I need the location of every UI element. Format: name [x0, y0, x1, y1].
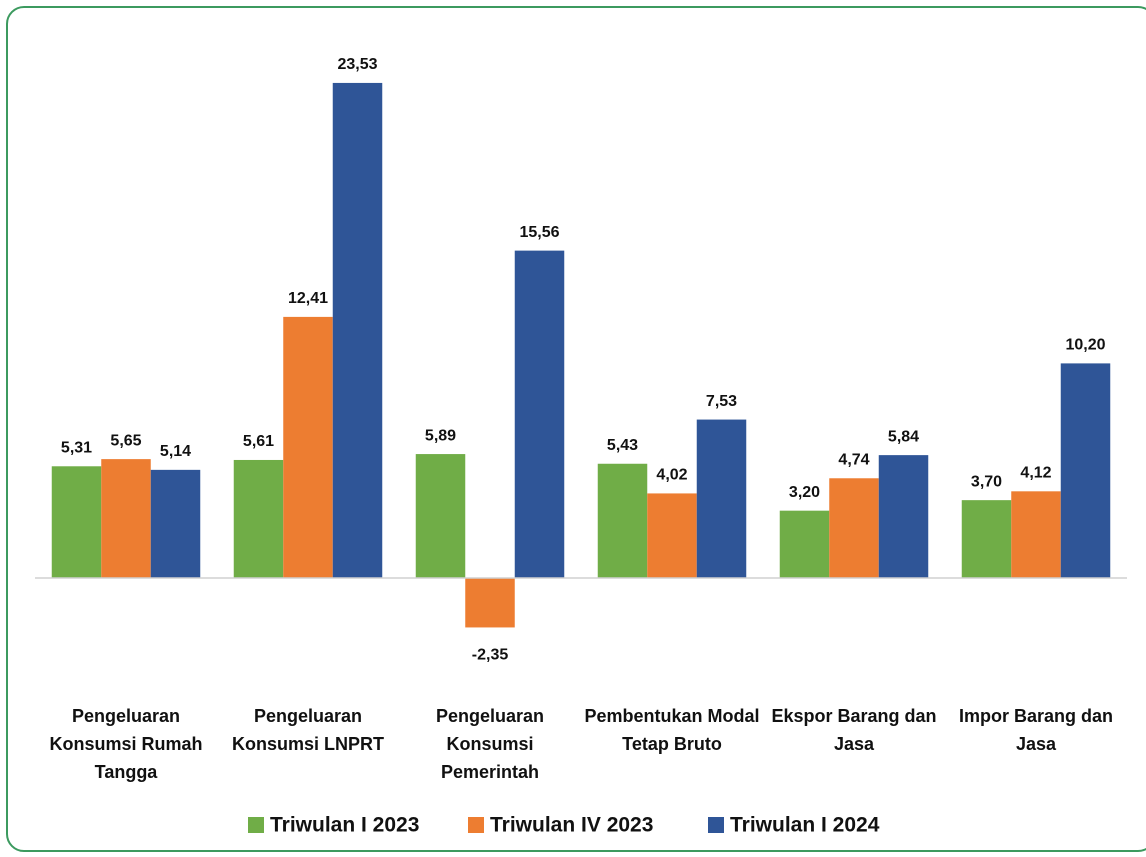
data-label: 7,53	[706, 393, 737, 410]
data-label: 5,31	[61, 439, 92, 456]
x-tick-label: Ekspor Barang dan Jasa	[771, 706, 937, 754]
data-label: 5,84	[888, 428, 919, 445]
bar	[514, 250, 565, 578]
bar	[415, 454, 466, 578]
data-label: 5,89	[425, 427, 456, 444]
bar	[779, 510, 830, 578]
data-label: 10,20	[1065, 337, 1105, 354]
bar	[1060, 363, 1111, 578]
data-label: 15,56	[519, 224, 559, 241]
data-label: -2,35	[472, 647, 509, 664]
bar	[465, 578, 515, 628]
bar	[283, 316, 333, 578]
legend-swatch	[708, 817, 724, 833]
bar	[51, 466, 102, 578]
bar	[878, 455, 929, 578]
data-label: 4,12	[1020, 465, 1051, 482]
bar	[961, 500, 1012, 578]
data-label: 4,74	[838, 451, 869, 468]
x-tick-label: Pengeluaran Konsumsi Pemerintah	[435, 706, 545, 782]
data-label: 4,02	[656, 467, 687, 484]
bar	[1011, 491, 1061, 578]
bar	[647, 493, 697, 578]
data-label: 5,14	[160, 443, 191, 460]
data-label: 3,20	[789, 484, 820, 501]
bar	[696, 419, 747, 578]
legend-label: Triwulan I 2023	[270, 814, 419, 837]
bar	[597, 463, 648, 578]
data-label: 23,53	[337, 56, 377, 73]
x-tick-label: Pengeluaran Konsumsi LNPRT	[231, 706, 384, 754]
bar	[150, 469, 201, 578]
x-tick-label: Pembentukan Modal Tetap Bruto	[584, 706, 760, 754]
bar	[829, 478, 879, 578]
x-tick-label: Impor Barang dan Jasa	[958, 706, 1114, 754]
data-label: 5,43	[607, 437, 638, 454]
legend-label: Triwulan I 2024	[730, 814, 880, 837]
data-label: 12,41	[288, 290, 328, 307]
legend-swatch	[248, 817, 264, 833]
bar	[101, 459, 151, 578]
data-label: 5,65	[110, 432, 141, 449]
bar	[233, 459, 284, 578]
x-tick-label: Pengeluaran Konsumsi Rumah Tangga	[49, 706, 203, 782]
data-label: 3,70	[971, 473, 1002, 490]
frame	[6, 6, 1146, 852]
bar	[332, 82, 383, 578]
legend-swatch	[468, 817, 484, 833]
legend-label: Triwulan IV 2023	[490, 814, 653, 837]
data-label: 5,61	[243, 433, 274, 450]
